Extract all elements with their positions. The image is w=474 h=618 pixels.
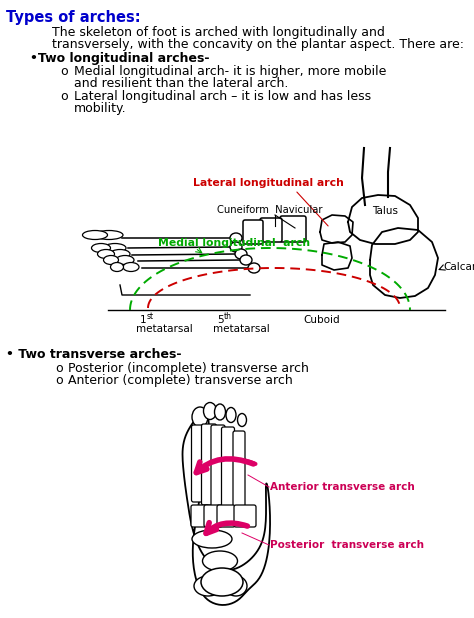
Ellipse shape <box>240 255 252 265</box>
Text: Lateral longitudinal arch: Lateral longitudinal arch <box>192 178 344 188</box>
Polygon shape <box>320 215 353 243</box>
FancyBboxPatch shape <box>243 220 263 244</box>
FancyBboxPatch shape <box>234 505 256 527</box>
Ellipse shape <box>230 242 242 252</box>
Ellipse shape <box>116 255 134 265</box>
Text: Cuboid: Cuboid <box>303 315 340 325</box>
FancyArrowPatch shape <box>206 523 247 533</box>
Ellipse shape <box>192 530 232 548</box>
Ellipse shape <box>110 263 124 271</box>
Polygon shape <box>182 413 270 605</box>
FancyBboxPatch shape <box>211 425 225 507</box>
Text: The skeleton of foot is arched with longitudinally and: The skeleton of foot is arched with long… <box>52 26 385 39</box>
Text: Anterior transverse arch: Anterior transverse arch <box>270 482 415 492</box>
Text: th: th <box>224 312 232 321</box>
Ellipse shape <box>202 551 237 571</box>
FancyBboxPatch shape <box>201 424 217 505</box>
Text: 1: 1 <box>140 315 146 325</box>
Text: Anterior (complete) transverse arch: Anterior (complete) transverse arch <box>68 374 293 387</box>
Text: o: o <box>60 90 68 103</box>
Ellipse shape <box>201 568 243 596</box>
FancyBboxPatch shape <box>221 427 235 509</box>
Text: st: st <box>147 312 154 321</box>
Text: transversely, with the concavity on the plantar aspect. There are:: transversely, with the concavity on the … <box>52 38 464 51</box>
Polygon shape <box>322 242 352 270</box>
FancyBboxPatch shape <box>217 505 235 527</box>
FancyArrowPatch shape <box>196 459 254 473</box>
Ellipse shape <box>235 249 247 259</box>
FancyBboxPatch shape <box>204 505 222 527</box>
Text: •Two longitudinal arches-: •Two longitudinal arches- <box>30 52 210 65</box>
Text: Lateral longitudinal arch – it is low and has less: Lateral longitudinal arch – it is low an… <box>74 90 371 103</box>
Ellipse shape <box>123 263 139 271</box>
FancyBboxPatch shape <box>260 218 282 242</box>
Text: • Two transverse arches-: • Two transverse arches- <box>6 348 182 361</box>
Text: metatarsal: metatarsal <box>213 324 270 334</box>
Ellipse shape <box>103 255 118 265</box>
Text: Posterior  transverse arch: Posterior transverse arch <box>270 540 424 550</box>
Ellipse shape <box>226 407 236 423</box>
Ellipse shape <box>237 413 246 426</box>
Text: Types of arches:: Types of arches: <box>6 10 141 25</box>
Ellipse shape <box>82 231 108 240</box>
Text: o: o <box>55 362 63 375</box>
Polygon shape <box>348 195 418 244</box>
Text: Cuneiform  Navicular: Cuneiform Navicular <box>217 205 323 215</box>
Ellipse shape <box>248 263 260 273</box>
Ellipse shape <box>91 243 110 253</box>
Text: metatarsal: metatarsal <box>136 324 193 334</box>
Ellipse shape <box>110 250 130 258</box>
Text: Talus: Talus <box>372 206 398 216</box>
Text: o: o <box>55 374 63 387</box>
Text: 5: 5 <box>217 315 224 325</box>
FancyBboxPatch shape <box>233 431 245 511</box>
Polygon shape <box>370 228 438 298</box>
Ellipse shape <box>104 243 126 253</box>
Text: Calcaneum: Calcaneum <box>443 262 474 272</box>
Ellipse shape <box>192 407 208 427</box>
Text: o: o <box>60 65 68 78</box>
FancyBboxPatch shape <box>191 425 209 502</box>
Ellipse shape <box>215 404 226 420</box>
Text: Posterior (incomplete) transverse arch: Posterior (incomplete) transverse arch <box>68 362 309 375</box>
Ellipse shape <box>95 231 123 240</box>
Text: and resilient than the lateral arch.: and resilient than the lateral arch. <box>74 77 288 90</box>
FancyBboxPatch shape <box>280 216 306 242</box>
Ellipse shape <box>194 576 222 596</box>
Text: Medial longitudinal arch- it is higher, more mobile: Medial longitudinal arch- it is higher, … <box>74 65 386 78</box>
FancyBboxPatch shape <box>191 505 209 527</box>
Ellipse shape <box>203 402 217 420</box>
Ellipse shape <box>230 233 242 243</box>
Text: Medial longitudinal  arch: Medial longitudinal arch <box>158 238 310 248</box>
Ellipse shape <box>225 576 247 596</box>
Text: mobility.: mobility. <box>74 102 127 115</box>
Ellipse shape <box>98 250 115 258</box>
